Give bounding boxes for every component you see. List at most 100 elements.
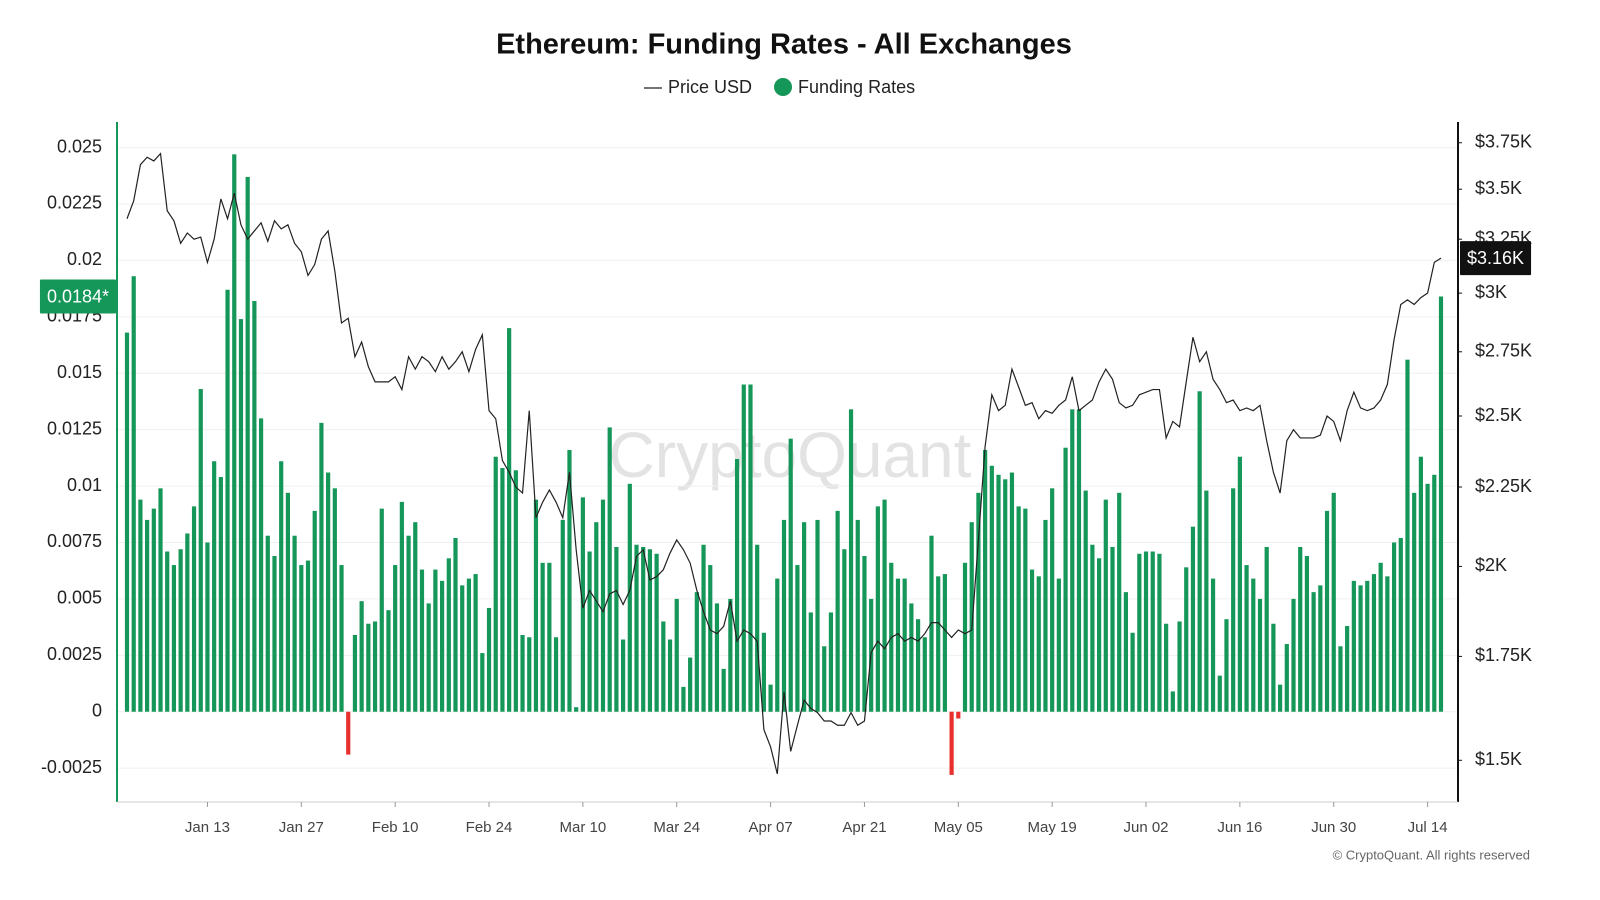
bar: [808, 612, 813, 712]
bar: [1117, 492, 1122, 712]
bar: [614, 546, 619, 712]
bar: [681, 686, 686, 712]
bar: [1398, 537, 1403, 712]
chart-title: Ethereum: Funding Rates - All Exchanges: [496, 29, 1072, 61]
badge-box: [1460, 241, 1532, 276]
bar: [627, 483, 632, 712]
bar: [1264, 546, 1269, 712]
x-tick-label: Apr 21: [842, 819, 886, 836]
bar: [352, 635, 358, 712]
bar: [1378, 562, 1383, 712]
bar: [1405, 359, 1410, 712]
bar: [232, 154, 237, 712]
bar: [1311, 592, 1316, 712]
bar: [319, 422, 324, 712]
bar: [708, 565, 713, 712]
y2-tick-label: $2.5K: [1475, 405, 1522, 425]
bar: [393, 565, 398, 712]
bar: [587, 551, 592, 712]
bar: [486, 607, 492, 712]
bar: [781, 519, 787, 712]
bar: [600, 499, 606, 712]
bar: [225, 289, 230, 712]
bar: [158, 488, 163, 712]
bar: [1237, 456, 1242, 712]
bar: [895, 578, 901, 712]
bar: [621, 639, 626, 712]
bar: [466, 578, 472, 712]
bar: [848, 409, 854, 712]
bar: [1224, 619, 1229, 712]
bar: [721, 668, 726, 712]
bar: [1050, 488, 1055, 712]
bar: [1351, 580, 1356, 712]
y2-tick-label: $3K: [1475, 282, 1507, 302]
bar: [1257, 598, 1263, 712]
legend-label: Price USD: [668, 77, 752, 97]
bar: [285, 492, 290, 712]
y-tick-label: 0.015: [57, 362, 102, 382]
y2-tick-label: $3.5K: [1475, 178, 1522, 198]
bar: [1083, 490, 1088, 712]
bar: [279, 461, 284, 712]
bar: [258, 418, 264, 712]
bar: [185, 533, 190, 712]
bar: [842, 549, 847, 712]
bar: [547, 562, 552, 712]
bar: [1210, 578, 1216, 712]
x-tick-label: Feb 10: [372, 819, 419, 836]
bar: [815, 519, 820, 712]
legend-item[interactable]: Price USD: [644, 77, 752, 97]
bar: [212, 461, 217, 712]
y2-tick-label: $2K: [1475, 555, 1507, 575]
bar: [131, 276, 136, 712]
bar: [976, 492, 981, 712]
bar: [1056, 578, 1061, 712]
x-tick-label: May 19: [1028, 819, 1077, 836]
bar: [989, 465, 994, 712]
bar: [513, 470, 518, 712]
bar: [1023, 508, 1028, 712]
bar: [426, 603, 431, 712]
bar: [969, 522, 974, 712]
bar: [862, 556, 867, 712]
bar: [855, 519, 860, 712]
bar: [1170, 691, 1175, 712]
bar: [641, 546, 646, 712]
y-tick-label: 0.0125: [47, 418, 102, 438]
bar: [802, 522, 807, 712]
bar: [359, 601, 364, 712]
bar: [728, 598, 733, 712]
badge-label: 0.0184*: [47, 286, 109, 306]
bar: [654, 553, 659, 712]
bar: [734, 458, 740, 712]
bar: [439, 580, 445, 712]
y-tick-label: 0.02: [67, 249, 102, 269]
x-tick-label: Jun 02: [1123, 819, 1168, 836]
bar: [252, 301, 257, 712]
bar: [1385, 576, 1390, 712]
y2-tick-label: $1.75K: [1475, 645, 1532, 665]
badge-box: [39, 279, 116, 314]
bar: [480, 653, 485, 712]
bar: [272, 556, 277, 712]
bar: [956, 711, 961, 719]
bar: [1338, 646, 1343, 712]
legend-item[interactable]: Funding Rates: [774, 77, 915, 97]
bar: [1271, 623, 1276, 712]
y-tick-label: 0.025: [57, 136, 102, 156]
y-tick-label: 0.0025: [47, 644, 102, 664]
bar: [460, 585, 465, 712]
bar: [1076, 409, 1082, 712]
bar: [741, 384, 746, 712]
bar: [647, 549, 653, 712]
bar: [661, 621, 666, 712]
bar: [1184, 567, 1189, 712]
bar: [406, 535, 411, 712]
bar: [292, 535, 297, 712]
y2-tick-label: $3.75K: [1475, 131, 1532, 151]
bar: [902, 578, 907, 712]
bar: [218, 477, 223, 712]
bar: [419, 569, 425, 712]
bar: [875, 506, 880, 712]
